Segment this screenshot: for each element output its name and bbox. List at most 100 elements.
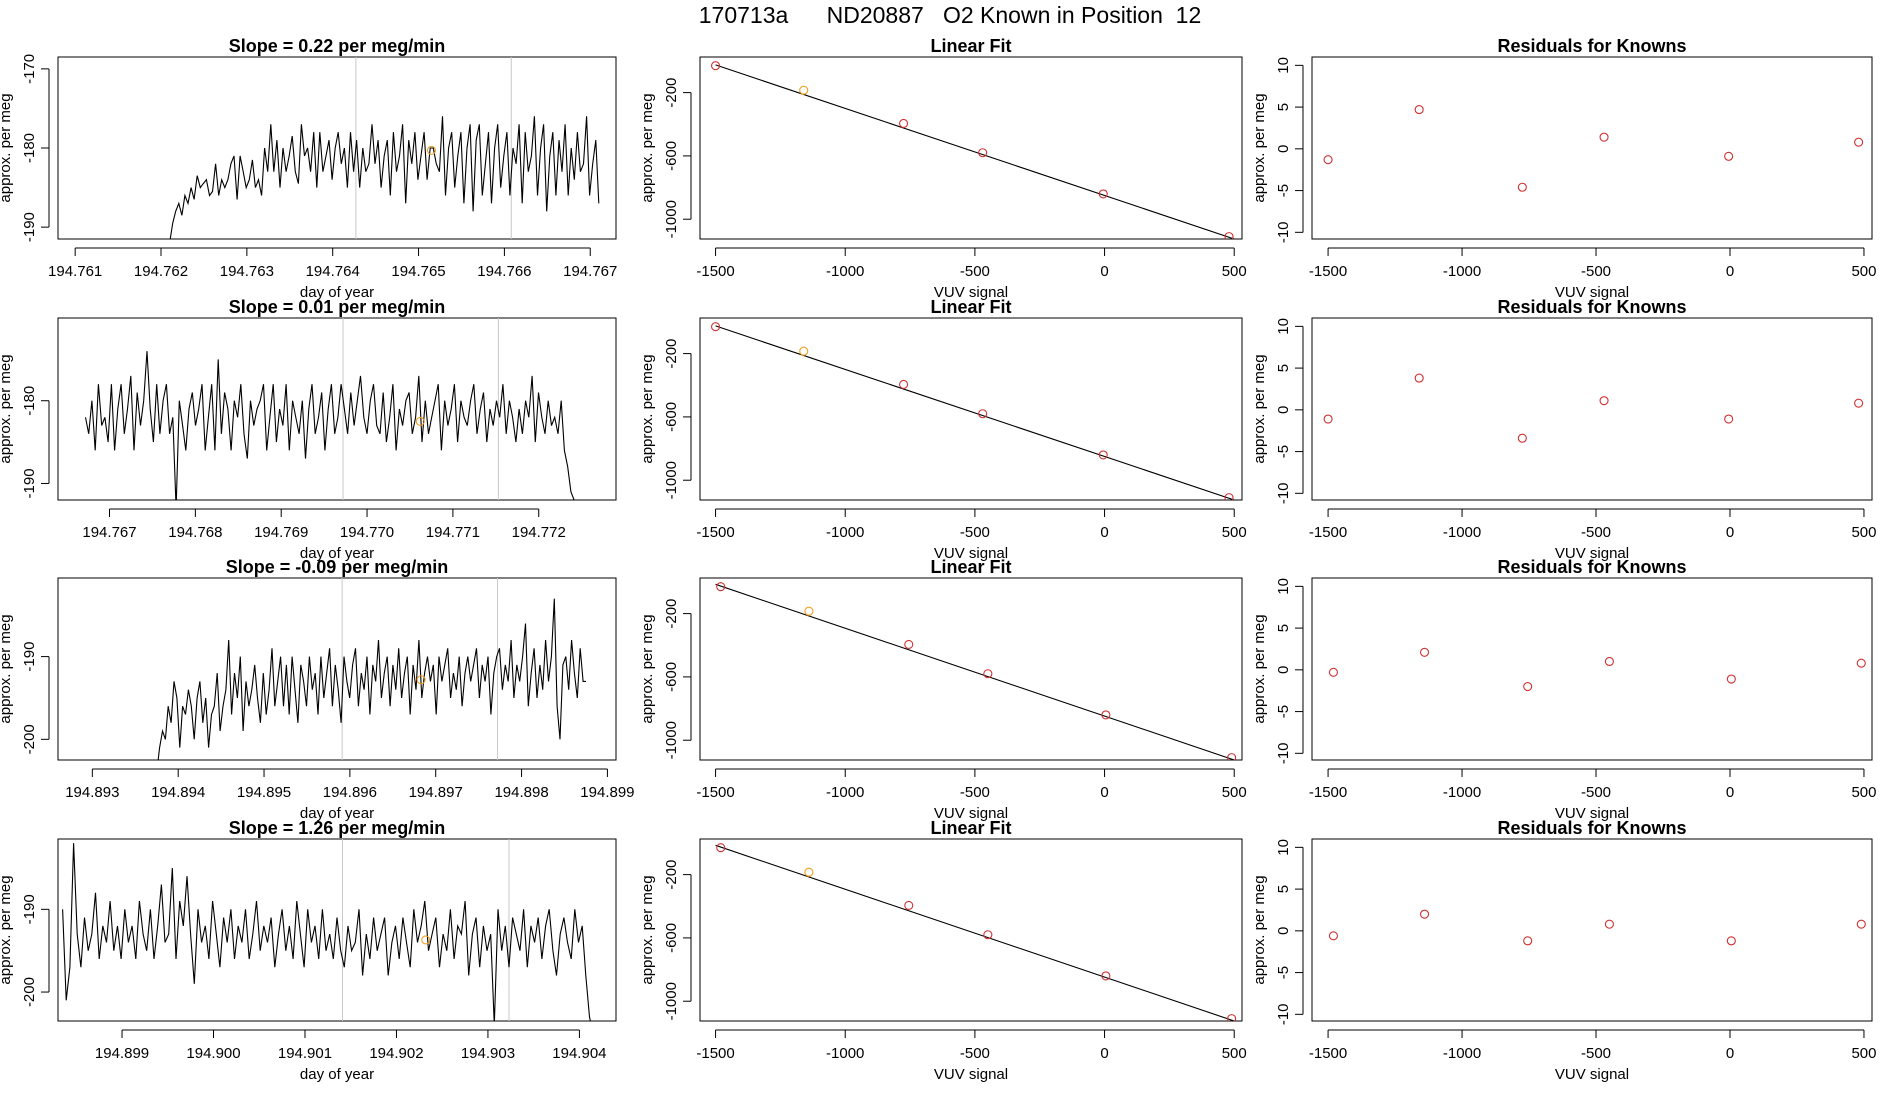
x-tick-label: -500 [1581,263,1611,280]
plot-area [1323,105,1864,192]
data-point [1523,681,1533,692]
y-tick-label: -170 [21,54,38,84]
x-tick-label: -1500 [696,784,734,801]
y-tick-label: -200 [663,860,680,890]
y-axis-label: approx. per meg [639,875,656,984]
x-tick-label: 0 [1726,784,1734,801]
x-tick-label: 194.896 [323,784,377,801]
y-tick-label: 0 [1275,927,1292,935]
y-tick-label: 10 [1275,578,1292,595]
x-tick-label: -500 [960,1045,990,1062]
x-tick-label: 194.764 [306,263,360,280]
panel-timeseries-2: Slope = -0.09 per meg/min day of year appr… [0,557,635,822]
y-tick-label: -190 [21,212,38,242]
data-point [983,930,993,940]
data-point [983,669,993,679]
fit-line [715,583,1235,760]
y-axis-label: approx. per meg [0,614,14,723]
data-point [1101,710,1111,720]
panel-residuals-2: Residuals for Knowns VUV signal approx. pe… [1251,557,1876,822]
x-tick-label: -1500 [1309,524,1347,541]
y-tick-label: 0 [1275,406,1292,414]
x-tick-label: -1000 [1443,1045,1481,1062]
chart-title: Linear Fit [930,557,1011,577]
y-tick-label: -200 [21,977,38,1007]
data-point [1098,189,1108,199]
data-point [978,148,988,158]
panel-residuals-0: Residuals for Knowns VUV signal approx. pe… [1251,36,1876,301]
x-tick-label: 0 [1100,784,1108,801]
highlight-point [426,145,436,155]
data-point [1323,155,1333,165]
plot-area [715,582,1237,760]
x-tick-label: 194.772 [512,524,566,541]
x-tick-label: 500 [1851,524,1876,541]
y-tick-label: -180 [21,133,38,163]
x-tick-label: 500 [1222,1045,1247,1062]
y-tick-label: -180 [21,386,38,416]
x-tick-label: 500 [1222,263,1247,280]
data-point [716,582,726,592]
data-point [899,118,909,129]
x-axis-label: VUV signal [1555,1066,1629,1083]
plot-frame [57,317,617,501]
y-axis-label: approx. per meg [1251,354,1268,463]
data-point [1856,919,1866,929]
x-axis-label: VUV signal [1555,545,1629,562]
x-tick-label: -1000 [1443,524,1481,541]
fit-line [715,64,1235,239]
x-axis-label: day of year [300,805,374,822]
chart-title: Slope = 1.26 per meg/min [229,818,446,838]
data-point [1599,132,1609,142]
x-tick-label: 0 [1100,1045,1108,1062]
fit-line [715,844,1235,1021]
y-axis-label: approx. per meg [639,93,656,202]
data-point [1414,373,1424,383]
data-point [716,843,726,853]
y-tick-label: -10 [1275,742,1292,764]
series-line [169,116,600,239]
y-tick-label: -600 [663,923,680,953]
data-point [1604,656,1614,667]
x-tick-label: 194.765 [391,263,445,280]
chart-title: Residuals for Knowns [1497,557,1686,577]
data-point [711,322,721,332]
x-tick-label: 194.769 [254,524,308,541]
data-point [1419,647,1430,657]
y-tick-label: -200 [21,724,38,754]
x-tick-label: 194.770 [340,524,394,541]
x-tick-label: 0 [1726,263,1734,280]
highlight-point [799,346,809,356]
fit-line [715,325,1235,500]
y-tick-label: 0 [1275,145,1292,153]
y-tick-label: -190 [21,468,38,498]
x-tick-label: -500 [1581,524,1611,541]
x-tick-label: 500 [1222,524,1247,541]
data-point [1224,493,1234,500]
x-axis-label: day of year [300,545,374,562]
y-tick-label: -1000 [663,721,680,759]
x-axis-label: day of year [300,1066,374,1083]
data-point [1224,232,1234,239]
y-axis-label: approx. per meg [639,354,656,463]
plot-area [84,318,575,500]
chart-title: Residuals for Knowns [1497,36,1686,56]
x-tick-label: -1000 [1443,263,1481,280]
data-point [1856,658,1866,668]
y-tick-label: -5 [1275,705,1292,718]
y-tick-label: -5 [1275,445,1292,458]
y-axis-label: approx. per meg [639,614,656,723]
x-tick-label: -1000 [826,784,864,801]
data-point [1323,414,1333,424]
series-line [62,843,591,1021]
x-tick-label: -1000 [826,263,864,280]
x-axis-label: VUV signal [934,805,1008,822]
x-tick-label: 194.768 [168,524,222,541]
plot-area [715,843,1237,1021]
x-tick-label: 194.903 [461,1045,515,1062]
x-tick-label: 194.899 [95,1045,149,1062]
x-tick-label: -1000 [826,524,864,541]
x-tick-label: 194.766 [477,263,531,280]
y-tick-label: -190 [21,894,38,924]
data-point [1599,396,1609,406]
